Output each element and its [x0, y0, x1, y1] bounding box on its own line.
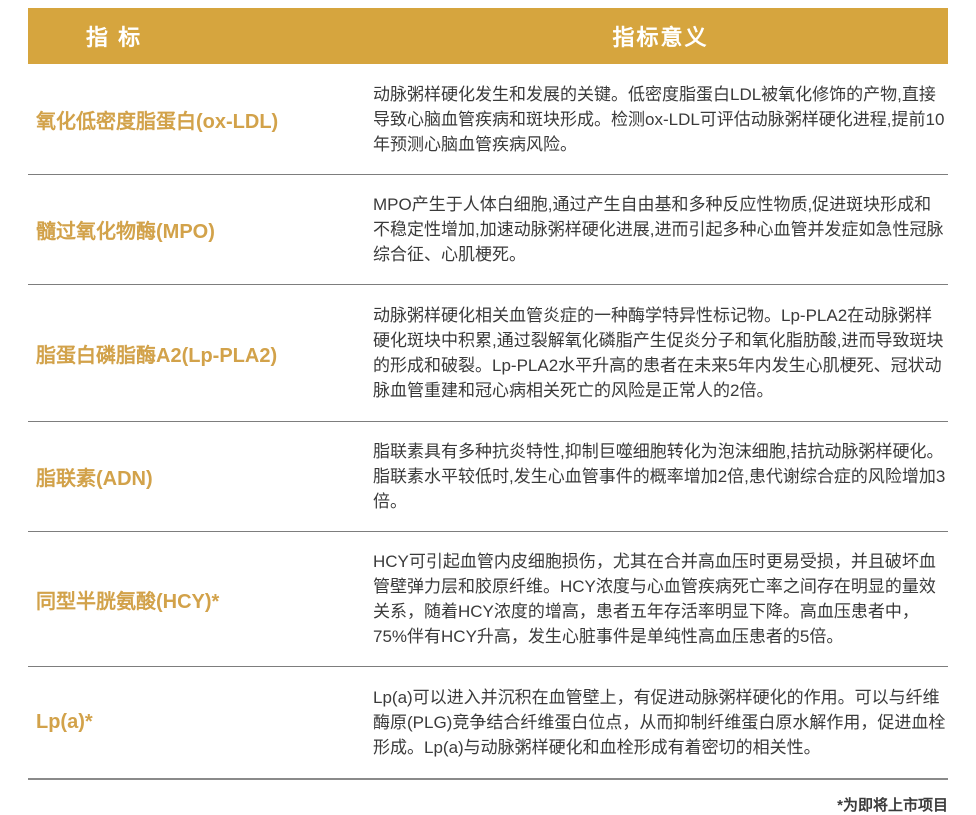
indicator-meaning: Lp(a)可以进入并沉积在血管壁上，有促进动脉粥样硬化的作用。可以与纤维酶原(P… — [373, 688, 946, 757]
indicator-meaning: 脂联素具有多种抗炎特性,抑制巨噬细胞转化为泡沫细胞,拮抗动脉粥样硬化。脂联素水平… — [373, 442, 946, 511]
table-row-oxldl: 氧化低密度脂蛋白(ox-LDL) 动脉粥样硬化发生和发展的关键。低密度脂蛋白LD… — [28, 64, 948, 175]
indicator-meaning: 动脉粥样硬化相关血管炎症的一种酶学特异性标记物。Lp-PLA2在动脉粥样硬化斑块… — [373, 306, 944, 400]
table-header: 指 标 指标意义 — [28, 8, 948, 64]
indicator-table: 指 标 指标意义 氧化低密度脂蛋白(ox-LDL) 动脉粥样硬化发生和发展的关键… — [28, 0, 948, 780]
header-indicator-column: 指 标 — [86, 25, 143, 50]
footnote: *为即将上市项目 — [837, 797, 948, 814]
table-row-lpa: Lp(a)* Lp(a)可以进入并沉积在血管壁上，有促进动脉粥样硬化的作用。可以… — [28, 667, 948, 780]
header-meaning-column: 指标意义 — [612, 25, 709, 50]
indicator-name: Lp(a)* — [36, 711, 93, 733]
table-row-adn: 脂联素(ADN) 脂联素具有多种抗炎特性,抑制巨噬细胞转化为泡沫细胞,拮抗动脉粥… — [28, 422, 948, 532]
table-row-hcy: 同型半胱氨酸(HCY)* HCY可引起血管内皮细胞损伤，尤其在合并高血压时更易受… — [28, 532, 948, 667]
table-row-mpo: 髓过氧化物酶(MPO) MPO产生于人体白细胞,通过产生自由基和多种反应性物质,… — [28, 175, 948, 285]
indicator-meaning: HCY可引起血管内皮细胞损伤，尤其在合并高血压时更易受损，并且破坏血管壁弹力层和… — [373, 552, 936, 646]
table-row-lppla2: 脂蛋白磷脂酶A2(Lp-PLA2) 动脉粥样硬化相关血管炎症的一种酶学特异性标记… — [28, 285, 948, 422]
indicator-name: 氧化低密度脂蛋白(ox-LDL) — [36, 110, 279, 133]
indicator-name: 髓过氧化物酶(MPO) — [36, 221, 215, 243]
indicator-meaning: 动脉粥样硬化发生和发展的关键。低密度脂蛋白LDL被氧化修饰的产物,直接导致心脑血… — [373, 84, 945, 154]
indicator-name: 脂蛋白磷脂酶A2(Lp-PLA2) — [36, 344, 278, 367]
indicator-name: 同型半胱氨酸(HCY)* — [36, 590, 220, 613]
indicator-name: 脂联素(ADN) — [36, 468, 153, 490]
indicator-meaning: MPO产生于人体白细胞,通过产生自由基和多种反应性物质,促进斑块形成和不稳定性增… — [373, 195, 944, 264]
